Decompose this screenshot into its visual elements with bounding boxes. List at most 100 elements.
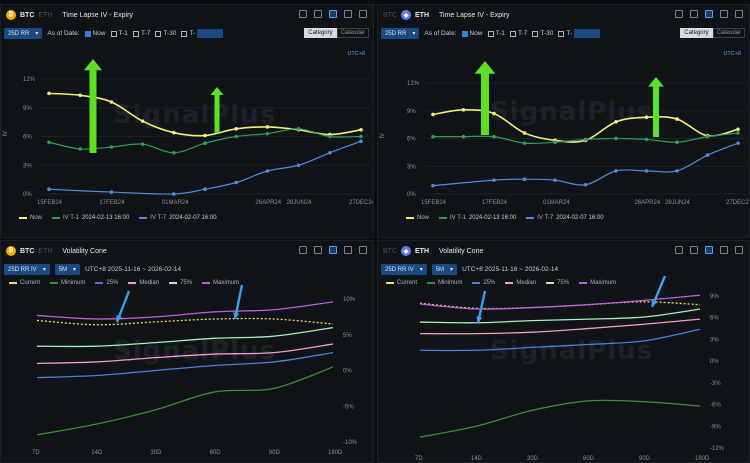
legend-median[interactable]: Median [505, 280, 536, 286]
eth-time-lapse-chart: 0% 3% 6% 9% 12% IV 15FEB24 17FEB24 01MAR24 26APR2… [380, 61, 749, 206]
tab-btc[interactable]: BTC [20, 11, 35, 19]
metric-select[interactable]: 25D RR IV ▾ [381, 264, 427, 275]
data-point-iv-t-1 [47, 140, 51, 145]
share-icon[interactable] [675, 246, 683, 254]
legend-t1[interactable]: IV T-1 2024-02-13 16:00 [439, 215, 516, 221]
tab-btc[interactable]: BTC [383, 11, 397, 19]
layout-icon[interactable] [705, 246, 713, 254]
category-button[interactable]: Category [680, 28, 713, 38]
expand-icon[interactable] [344, 10, 352, 18]
settings-icon[interactable] [359, 246, 367, 254]
legend-now[interactable]: Now [19, 215, 42, 221]
period-select[interactable]: 5M ▾ [54, 264, 81, 275]
series-line-iv-t-7 [432, 142, 739, 187]
legend-minimum[interactable]: Minimum [50, 280, 85, 286]
chart-legend: Current Minimum 25% Median 75% Maximum [386, 280, 616, 286]
y-tick-label: 0% [343, 369, 352, 375]
check-t30[interactable]: T-30 [155, 30, 176, 37]
legend-now[interactable]: Now [406, 215, 429, 221]
check-custom[interactable]: T- [181, 29, 224, 38]
blue-arrow-icon-head [233, 312, 240, 319]
y-tick-label: -3% [710, 381, 721, 387]
legend-current[interactable]: Current [386, 280, 417, 286]
check-t7[interactable]: T-7 [132, 30, 150, 37]
metric-select[interactable]: 25D RR ▾ [4, 28, 43, 39]
refresh-icon[interactable] [314, 246, 322, 254]
data-point-now [614, 120, 618, 124]
layout-icon[interactable] [329, 246, 337, 254]
data-point-iv-t-1 [736, 131, 740, 135]
blue-arrow-icon-head [476, 316, 483, 323]
share-icon[interactable] [299, 10, 307, 18]
calendar-button[interactable]: Calendar [336, 28, 369, 38]
eth-time-lapse-panel: BTC ◆ ETH Time Lapse IV - Expiry 25D RR ▾… [377, 4, 750, 238]
layout-icon[interactable] [705, 10, 713, 18]
legend-t7[interactable]: IV T-7 2024-02-07 16:00 [526, 215, 604, 221]
category-button[interactable]: Category [304, 28, 337, 38]
legend-t1[interactable]: IV T-1 2024-02-13 16:00 [52, 215, 129, 221]
settings-icon[interactable] [735, 10, 743, 18]
legend-minimum[interactable]: Minimum [427, 280, 462, 286]
green-arrow-icon [83, 59, 103, 153]
refresh-icon[interactable] [690, 10, 698, 18]
legend-75[interactable]: 75% [169, 280, 192, 286]
btc-coin-icon: ₿ [6, 10, 16, 20]
legend-25[interactable]: 25% [472, 280, 495, 286]
expand-icon[interactable] [344, 246, 352, 254]
check-now[interactable]: Now [461, 30, 483, 37]
legend-current[interactable]: Current [9, 280, 40, 286]
y-tick-label: 3% [710, 337, 719, 343]
legend-75[interactable]: 75% [546, 280, 569, 286]
panel-title: Volatility Cone [62, 247, 107, 255]
tab-btc[interactable]: BTC [20, 247, 35, 255]
data-point-iv-t-1 [675, 140, 679, 144]
legend-maximum[interactable]: Maximum [202, 280, 239, 286]
refresh-icon[interactable] [314, 10, 322, 18]
data-point-iv-t-1 [461, 134, 466, 139]
chevron-down-icon: ▾ [42, 267, 46, 273]
legend-t7[interactable]: IV T-7 2024-02-07 16:00 [139, 215, 217, 221]
btc-volatility-cone-chart: 10% 5% 0% -5% -10% 7D 14D 30D 60D 90D 180D [32, 284, 358, 456]
data-point-now [431, 112, 435, 117]
legend-25[interactable]: 25% [95, 280, 118, 286]
refresh-icon[interactable] [690, 246, 698, 254]
view-toggle: Category Calendar [680, 28, 745, 38]
metric-select[interactable]: 25D RR ▾ [381, 28, 420, 39]
y-tick-label: 0% [407, 192, 416, 198]
check-t1[interactable]: T-1 [487, 30, 505, 37]
data-point-now [644, 115, 649, 120]
check-now[interactable]: Now [84, 30, 106, 37]
layout-icon[interactable] [329, 10, 337, 18]
tab-eth[interactable]: ETH [415, 247, 429, 255]
data-point-iv-t-1 [328, 134, 332, 139]
x-tick-label: 17FEB24 [482, 200, 508, 206]
data-point-iv-t-1 [614, 136, 618, 141]
tab-eth[interactable]: ETH [38, 247, 53, 255]
calendar-button[interactable]: Calendar [712, 28, 745, 38]
period-select[interactable]: 5M ▾ [431, 264, 458, 275]
share-icon[interactable] [299, 246, 307, 254]
legend-maximum[interactable]: Maximum [579, 280, 616, 286]
check-t30[interactable]: T-30 [532, 30, 553, 37]
tab-btc[interactable]: BTC [383, 247, 397, 255]
check-custom[interactable]: T- [558, 29, 601, 38]
settings-icon[interactable] [359, 10, 367, 18]
panel-header: BTC ◆ ETH Volatility Cone [378, 241, 749, 261]
tab-eth[interactable]: ETH [38, 11, 53, 19]
check-t1[interactable]: T-1 [110, 30, 128, 37]
custom-date-input[interactable] [574, 29, 601, 38]
data-point-now [234, 127, 238, 131]
data-point-iv-t-7 [736, 141, 740, 145]
metric-select[interactable]: 25D RR IV ▾ [4, 264, 50, 275]
x-tick-label: 01MAR24 [162, 200, 189, 206]
expand-icon[interactable] [720, 10, 728, 18]
check-t7[interactable]: T-7 [509, 30, 527, 37]
settings-icon[interactable] [735, 246, 743, 254]
tab-eth[interactable]: ETH [415, 11, 429, 19]
chevron-down-icon: ▾ [412, 31, 416, 37]
expand-icon[interactable] [720, 246, 728, 254]
legend-median[interactable]: Median [128, 280, 159, 286]
custom-date-input[interactable] [197, 29, 224, 38]
as-of-label: As of Date: [424, 30, 457, 37]
share-icon[interactable] [675, 10, 683, 18]
